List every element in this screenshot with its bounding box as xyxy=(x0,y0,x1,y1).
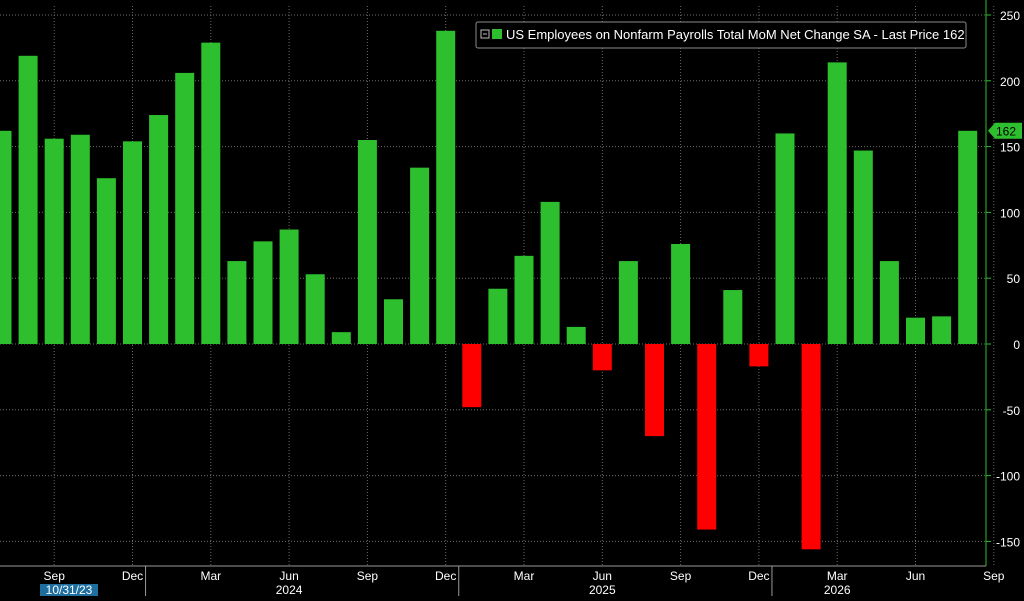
y-tick-label: 200 xyxy=(1000,75,1020,89)
x-month-label: Sep xyxy=(670,569,692,583)
y-tick-label: 150 xyxy=(1000,141,1020,155)
bar-2026-03[interactable] xyxy=(827,62,847,344)
start-date-highlight xyxy=(40,584,98,596)
legend-label: US Employees on Nonfarm Payrolls Total M… xyxy=(506,27,965,42)
bar-2024-05[interactable] xyxy=(253,241,273,344)
bar-2025-03[interactable] xyxy=(514,255,534,344)
bar-2025-12[interactable] xyxy=(749,344,769,367)
bar-2025-09[interactable] xyxy=(671,243,691,344)
x-month-label: Jun xyxy=(906,569,925,583)
bar-2024-10[interactable] xyxy=(384,299,403,344)
x-month-label: Sep xyxy=(357,569,379,583)
x-month-label: Mar xyxy=(514,569,535,583)
legend-swatch xyxy=(492,29,502,39)
bar-2024-04[interactable] xyxy=(227,261,247,344)
bar-2025-04[interactable] xyxy=(540,201,560,344)
y-tick-label: 0 xyxy=(1013,338,1020,352)
x-year-label: 2024 xyxy=(276,583,303,596)
x-month-label: Jun xyxy=(593,569,612,583)
bar-2026-02[interactable] xyxy=(801,344,821,550)
bar-2023-09[interactable] xyxy=(44,138,64,344)
bar-2024-06[interactable] xyxy=(279,229,299,344)
x-month-label: Mar xyxy=(200,569,221,583)
x-month-label: Dec xyxy=(435,569,456,583)
bar-2026-04[interactable] xyxy=(853,150,873,344)
bar-2024-09[interactable] xyxy=(357,140,377,344)
x-year-label: 2026 xyxy=(824,583,851,596)
bar-2024-03[interactable] xyxy=(201,42,221,345)
bar-2024-01[interactable] xyxy=(149,115,169,345)
start-date-label: 10/31/23 xyxy=(46,583,93,596)
bar-2026-08[interactable] xyxy=(958,130,978,344)
legend-box xyxy=(475,21,967,49)
bar-2026-01[interactable] xyxy=(775,133,795,344)
x-month-label: Sep xyxy=(44,569,66,583)
bar-2023-08[interactable] xyxy=(18,55,38,345)
y-tick-label: 50 xyxy=(1007,272,1021,286)
last-price-label: 162 xyxy=(996,124,1016,138)
last-price-tag xyxy=(988,122,1022,139)
y-tick-label: -50 xyxy=(1003,404,1021,418)
bar-2026-06[interactable] xyxy=(906,317,925,344)
bar-2026-07[interactable] xyxy=(932,316,952,344)
bar-2023-11[interactable] xyxy=(96,178,116,344)
y-tick-label: -150 xyxy=(996,535,1020,549)
bar-2025-01[interactable] xyxy=(462,344,482,408)
bar-2023-10[interactable] xyxy=(70,134,90,344)
bar-2024-02[interactable] xyxy=(175,72,195,345)
bar-2025-11[interactable] xyxy=(723,290,743,344)
bar-2025-08[interactable] xyxy=(645,344,664,437)
x-month-label: Dec xyxy=(748,569,769,583)
bar-2024-12[interactable] xyxy=(436,30,456,345)
y-tick-label: 100 xyxy=(1000,206,1020,220)
y-tick-label: -100 xyxy=(996,470,1020,484)
bar-2024-08[interactable] xyxy=(331,332,351,344)
legend-expand-icon[interactable] xyxy=(480,29,490,39)
bar-2025-05[interactable] xyxy=(566,326,586,344)
bar-2023-07[interactable] xyxy=(0,130,12,344)
bar-2023-12[interactable] xyxy=(123,141,142,344)
bar-2026-05[interactable] xyxy=(879,261,899,344)
bar-2025-10[interactable] xyxy=(697,344,717,530)
bar-2025-06[interactable] xyxy=(592,344,612,371)
bar-2025-02[interactable] xyxy=(488,288,508,344)
bar-2024-11[interactable] xyxy=(410,167,430,344)
x-month-label: Sep xyxy=(983,569,1005,583)
x-month-label: Jun xyxy=(279,569,298,583)
x-year-label: 2025 xyxy=(589,583,616,596)
bars xyxy=(0,30,978,550)
bar-2025-07[interactable] xyxy=(618,261,638,344)
legend[interactable]: US Employees on Nonfarm Payrolls Total M… xyxy=(475,21,967,49)
y-tick-label: 250 xyxy=(1000,9,1020,23)
x-month-label: Mar xyxy=(827,569,848,583)
x-month-label: Dec xyxy=(122,569,143,583)
bar-2024-07[interactable] xyxy=(305,274,325,344)
